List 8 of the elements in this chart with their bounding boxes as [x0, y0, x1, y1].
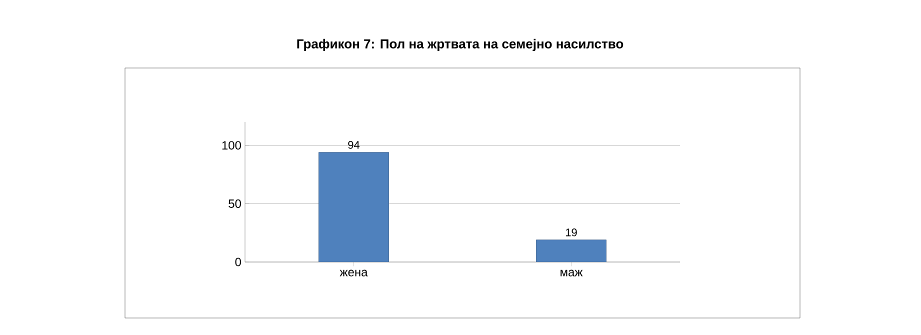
chart-title: Графикон 7: Пол на жртвата на семејно насилство — [297, 38, 624, 52]
y-tick-label: 100 — [222, 141, 242, 150]
x-tick-label: маж — [560, 270, 583, 276]
y-tick-label: 0 — [235, 258, 242, 266]
x-tick-label: жена — [340, 270, 368, 276]
data-label: 19 — [566, 228, 577, 236]
y-tick-label: 50 — [228, 199, 242, 208]
data-label: 94 — [348, 141, 360, 149]
